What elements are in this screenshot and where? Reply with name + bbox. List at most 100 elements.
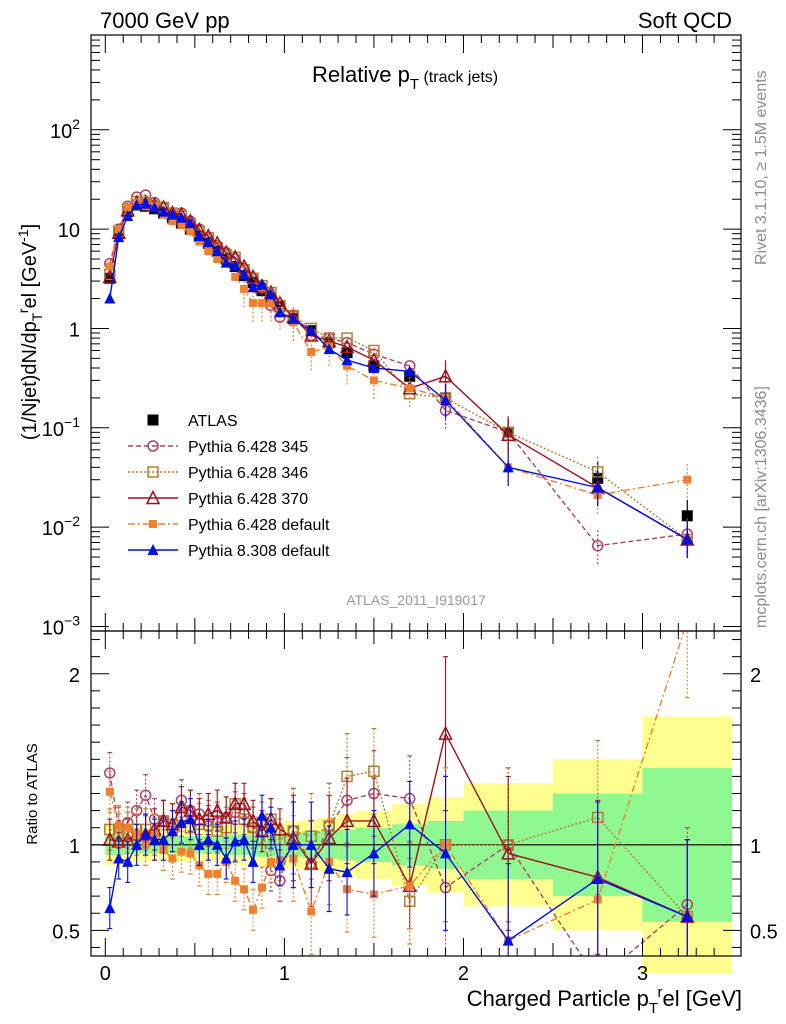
main-point-4-8: [177, 221, 186, 230]
ratio-point-3-21: [307, 907, 316, 916]
ratio-point-4-24: [368, 847, 380, 859]
main-series-0: [104, 199, 693, 535]
x-axis-label: Charged Particle pTrel [GeV]: [467, 984, 742, 1017]
main-point-5-29: [681, 533, 693, 545]
main-axis-ticks: [91, 34, 741, 632]
main-point-4-21: [307, 347, 316, 356]
ratio-point-4-16: [247, 855, 259, 867]
legend-marker-1: [147, 440, 159, 452]
main-point-4-24: [369, 376, 378, 385]
ratio-point-0-0: [104, 767, 116, 779]
x-tick-label-3: 3: [637, 963, 648, 985]
ratio-point-3-2: [123, 823, 132, 832]
main-point-5-22: [323, 343, 335, 355]
ratio-point-4-3: [131, 838, 143, 850]
ratio-point-1-24: [368, 765, 380, 778]
ratio-point-3-17: [258, 883, 267, 892]
ratio-point-0-4: [139, 789, 152, 801]
main-point-5-26: [440, 394, 452, 406]
main-point-5-13: [220, 256, 232, 268]
ratio-point-4-27: [502, 934, 514, 946]
main-point-5-3: [131, 198, 143, 210]
ratio-point-4-7: [166, 825, 178, 837]
ratio-tick-labels: 0.5 0.5 1 1 2 2 0 1 2 3: [52, 665, 778, 985]
ratio-point-2-16: [245, 812, 261, 828]
main-ytick-label-3: 1: [69, 319, 80, 341]
main-point-5-11: [202, 236, 214, 248]
ratio-ytick-label-left-0: 0.5: [52, 921, 80, 943]
mcplots-label: mcplots.cern.ch [arXiv:1306.3436]: [753, 386, 770, 628]
ratio-ytick-label-right-0: 0.5: [750, 921, 778, 943]
legend-label-0: ATLAS: [188, 413, 238, 430]
main-ytick-label-4: 10: [58, 220, 80, 242]
main-point-1-28: [591, 539, 604, 552]
main-point-3-27: [501, 426, 516, 442]
main-point-4-12: [213, 255, 222, 264]
main-point-3-26: [438, 368, 453, 383]
ratio-ytick-label-left-2: 2: [69, 665, 80, 687]
legend-marker-0: [147, 414, 159, 426]
ratio-axis-ticks: [91, 631, 741, 956]
main-ytick-label-5: 102: [50, 116, 80, 143]
main-point-4-25: [405, 384, 414, 393]
ratio-panel: 0.5 0.5 1 1 2 2 0 1 2 3 Ratio to ATLAS Charged Pa…: [24, 630, 778, 1017]
ratio-point-4-22: [323, 862, 335, 874]
ratio-point-3-18: [266, 857, 275, 866]
main-point-4-10: [195, 237, 204, 246]
ratio-point-4-29: [681, 910, 693, 922]
main-frame: [90, 34, 742, 632]
legend-marker-3: [145, 489, 161, 505]
main-point-4-16: [249, 299, 258, 308]
ratio-point-3-25: [405, 881, 414, 890]
legend-marker-5: [147, 544, 159, 555]
legend-label-4: Pythia 6.428 default: [188, 517, 330, 534]
main-ytick-label-2: 10−1: [42, 414, 80, 441]
ratio-point-2-15: [236, 795, 252, 811]
main-point-5-17: [256, 278, 268, 290]
ratio-point-4-28: [592, 873, 604, 885]
header-left: 7000 GeV pp: [100, 8, 230, 33]
main-point-0-29: [681, 510, 693, 522]
ratio-point-4-12: [211, 838, 223, 850]
ratio-point-4-8: [175, 816, 187, 828]
ratio-point-4-13: [220, 852, 232, 864]
ratio-point-4-1: [113, 852, 125, 864]
main-point-5-8: [175, 211, 187, 223]
main-point-4-14: [231, 272, 240, 281]
main-ytick-label-1: 10−2: [42, 513, 80, 540]
rivet-label: Rivet 3.1.10, ≥ 1.5M events: [753, 70, 770, 265]
legend: ATLAS Pythia 6.428 345 Pythia 6.428 346 Pyt…: [128, 413, 330, 560]
main-point-5-1: [113, 231, 125, 243]
main-point-4-0: [105, 262, 114, 271]
ratio-point-4-25: [404, 818, 416, 830]
main-point-5-7: [166, 208, 178, 220]
main-title: Relative pT (track jets): [312, 62, 498, 93]
ratio-point-4-21: [305, 838, 317, 850]
ratio-point-2-13: [218, 809, 234, 824]
ratio-point-3-7: [168, 854, 177, 863]
ratio-point-2-26: [438, 725, 453, 740]
main-point-4-23: [343, 361, 352, 370]
ratio-point-3-9: [186, 849, 195, 858]
ratio-y-axis-label: Ratio to ATLAS: [24, 743, 41, 844]
x-tick-label-2: 2: [458, 963, 469, 985]
ratio-point-4-20: [287, 838, 299, 850]
ratio-series-4: [104, 775, 693, 956]
ratio-point-4-11: [202, 833, 214, 845]
legend-marker-2: [147, 466, 159, 478]
ratio-uncertainty-bands: [91, 716, 741, 974]
main-point-4-17: [258, 299, 267, 308]
header-right: Soft QCD: [638, 8, 732, 33]
main-point-5-2: [122, 210, 134, 222]
main-point-4-7: [168, 217, 177, 226]
ratio-point-4-6: [158, 833, 170, 845]
main-point-5-12: [211, 245, 223, 257]
main-point-5-21: [305, 324, 317, 336]
main-point-5-4: [140, 197, 152, 209]
ratio-point-2-27: [501, 845, 516, 860]
legend-label-3: Pythia 6.428 370: [188, 491, 308, 508]
main-point-4-15: [240, 284, 249, 293]
main-point-4-11: [204, 247, 213, 256]
main-point-0-0: [104, 272, 116, 284]
